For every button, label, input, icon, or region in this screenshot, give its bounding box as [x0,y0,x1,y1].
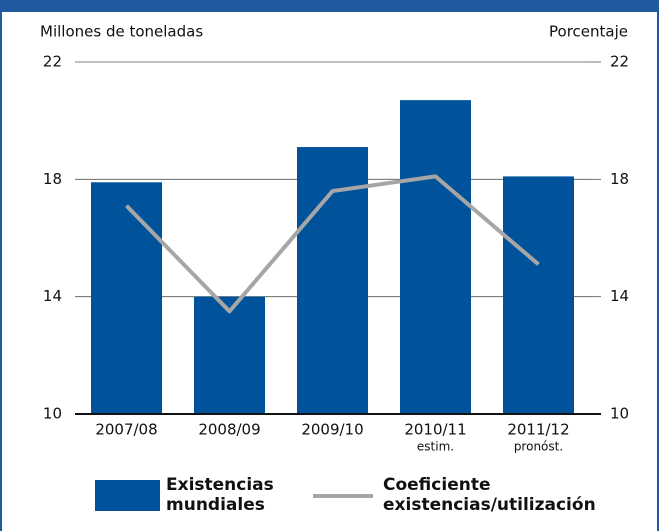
bar [194,296,265,414]
x-tick-note: pronóst. [514,440,563,454]
y-tick-label: 22 [43,53,62,71]
bar [400,100,471,414]
top-band [0,0,659,12]
y2-tick-label: 18 [610,170,629,188]
legend-swatch [95,480,160,511]
y-tick-label: 18 [43,170,62,188]
y2-tick-label: 22 [610,53,629,71]
x-tick-label: 2007/08 [95,421,157,439]
line [125,174,540,314]
y2-tick-label: 14 [610,287,629,305]
x-tick-label: 2011/12 [507,421,569,439]
bar [503,176,574,414]
bar [91,182,162,414]
x-tick-note: estim. [417,440,454,454]
y2-axis-title: Porcentaje [549,23,628,41]
y-tick-label: 14 [43,287,62,305]
y-tick-label: 10 [43,405,62,423]
x-tick-label: 2010/11 [404,421,466,439]
legend-label: Existencias mundiales [166,475,274,515]
legend-label: Coeficiente existencias/utilización [383,475,596,515]
x-tick-label: 2008/09 [198,421,260,439]
y2-tick-label: 10 [610,405,629,423]
y-axis-title: Millones de toneladas [40,23,203,41]
x-tick-label: 2009/10 [301,421,363,439]
